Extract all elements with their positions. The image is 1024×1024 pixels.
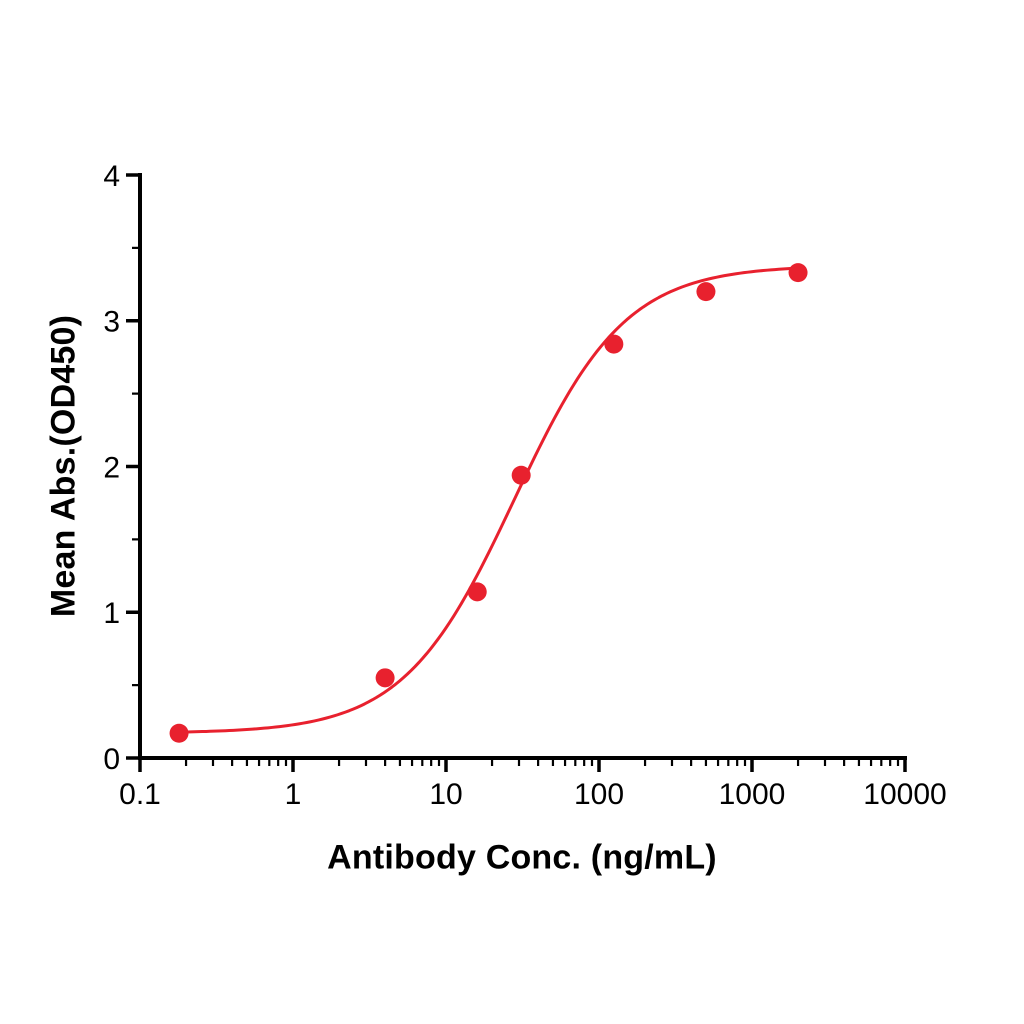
svg-text:0.1: 0.1 (119, 778, 161, 811)
svg-text:1000: 1000 (719, 778, 786, 811)
svg-text:10: 10 (429, 778, 462, 811)
svg-text:1: 1 (285, 778, 302, 811)
svg-text:3: 3 (103, 306, 120, 339)
svg-text:1: 1 (103, 597, 120, 630)
x-axis-title: Antibody Conc. (ng/mL) (327, 838, 717, 877)
svg-text:0: 0 (103, 743, 120, 776)
svg-text:100: 100 (574, 778, 624, 811)
svg-text:4: 4 (103, 160, 120, 193)
svg-text:10000: 10000 (863, 778, 946, 811)
y-axis-title: Mean Abs.(OD450) (44, 314, 83, 618)
svg-text:2: 2 (103, 451, 120, 484)
